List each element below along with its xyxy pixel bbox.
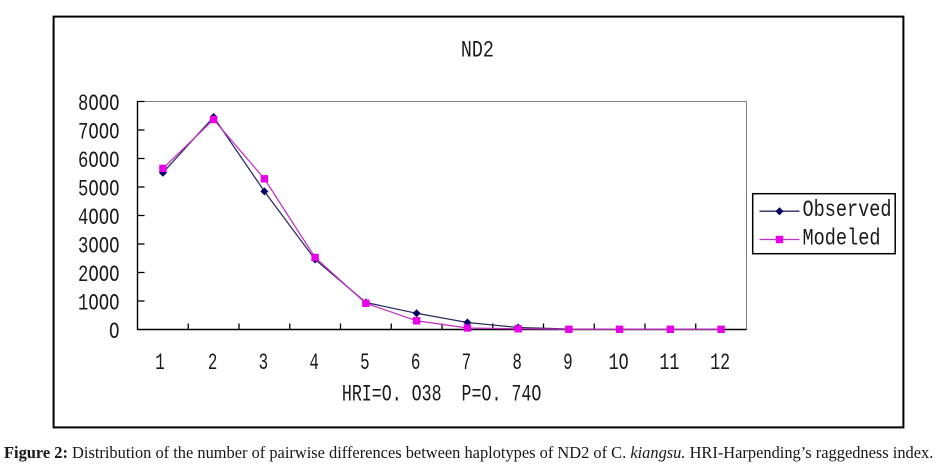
svg-text:1: 1 [155, 350, 165, 376]
svg-text:2: 2 [208, 350, 218, 376]
svg-text:5: 5 [360, 350, 370, 376]
svg-text:4OOO: 4OOO [78, 205, 120, 231]
svg-text:7: 7 [462, 350, 472, 376]
svg-text:2OOO: 2OOO [78, 262, 120, 288]
svg-text:12: 12 [710, 350, 730, 376]
svg-text:6OOO: 6OOO [78, 148, 120, 174]
svg-text:9: 9 [563, 350, 573, 376]
svg-text:5OOO: 5OOO [78, 177, 120, 203]
svg-text:3: 3 [259, 350, 269, 376]
svg-text:8: 8 [512, 350, 522, 376]
svg-text:7OOO: 7OOO [78, 120, 120, 146]
svg-text:1OOO: 1OOO [78, 291, 120, 317]
svg-text:11: 11 [659, 350, 679, 376]
svg-text:3OOO: 3OOO [78, 234, 120, 260]
svg-text:4: 4 [309, 350, 319, 376]
svg-text:8OOO: 8OOO [78, 91, 120, 117]
svg-text:ND2: ND2 [461, 38, 494, 64]
svg-text:6: 6 [411, 350, 421, 376]
svg-text:1O: 1O [609, 350, 629, 376]
svg-text:Observed: Observed [803, 197, 892, 223]
svg-text:HRI=O. O38 P=O. 74O: HRI=O. O38 P=O. 74O [342, 382, 542, 408]
svg-text:O: O [109, 319, 120, 345]
svg-text:Modeled: Modeled [803, 226, 881, 252]
